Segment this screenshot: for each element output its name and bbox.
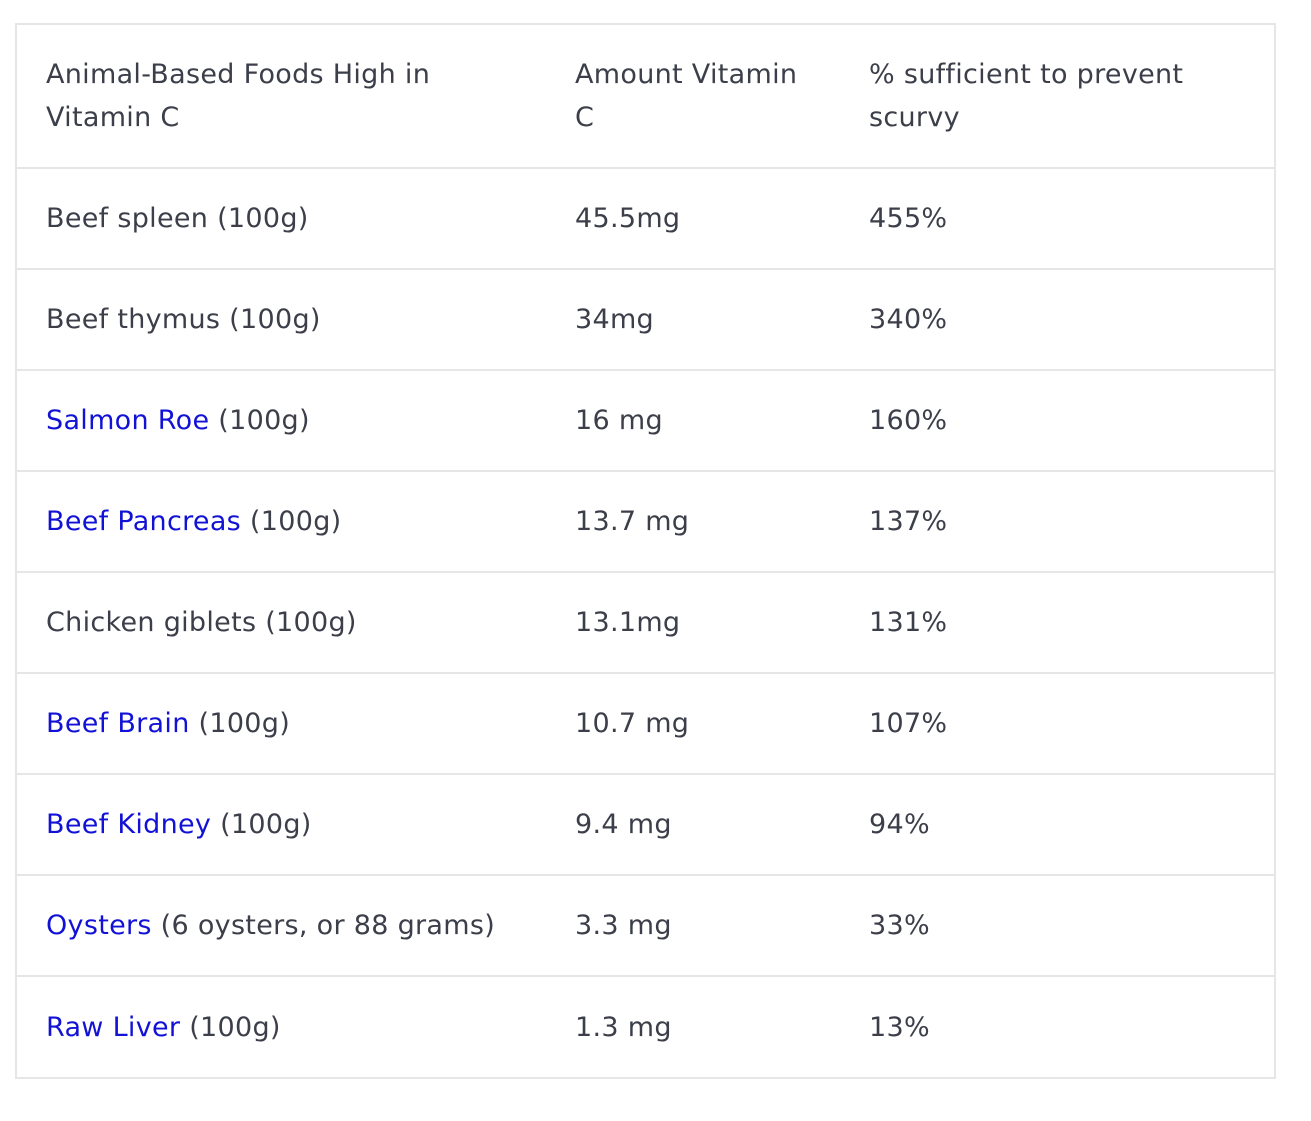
food-name: Chicken giblets — [46, 607, 257, 638]
amount-cell: 34mg — [546, 268, 840, 370]
vitamin-c-table: Animal-Based Foods High in Vitamin C Amo… — [17, 25, 1274, 1077]
amount-cell: 9.4 mg — [546, 773, 840, 875]
table-body: Beef spleen (100g) 45.5mg 455% Beef thym… — [17, 168, 1274, 1077]
percent-cell: 33% — [840, 874, 1274, 976]
food-cell: Salmon Roe (100g) — [17, 369, 546, 471]
food-cell: Beef spleen (100g) — [17, 168, 546, 269]
food-portion: (100g) — [189, 708, 291, 739]
percent-cell: 107% — [840, 672, 1274, 774]
amount-cell: 16 mg — [546, 369, 840, 471]
vitamin-c-table-container: Animal-Based Foods High in Vitamin C Amo… — [15, 23, 1276, 1079]
header-amount: Amount Vitamin C — [546, 25, 840, 169]
amount-cell: 13.7 mg — [546, 470, 840, 572]
table-row: Beef Brain (100g) 10.7 mg 107% — [17, 672, 1274, 774]
food-link[interactable]: Salmon Roe — [46, 405, 210, 436]
percent-cell: 455% — [869, 203, 948, 234]
table-row: Beef Pancreas (100g) 13.7 mg 137% — [17, 470, 1274, 572]
food-cell: Beef Pancreas (100g) — [17, 470, 546, 572]
amount-cell: 3.3 mg — [546, 874, 840, 976]
percent-cell: 94% — [840, 773, 1274, 875]
food-portion: (100g) — [211, 809, 312, 840]
table-row: Beef thymus (100g) 34mg 340% — [17, 268, 1274, 370]
food-portion: (100g) — [241, 506, 342, 537]
food-cell: Beef thymus (100g) — [17, 268, 546, 370]
table-row: Salmon Roe (100g) 16 mg 160% — [17, 369, 1274, 471]
food-portion: (100g) — [256, 607, 357, 638]
food-link[interactable]: Beef Brain — [46, 708, 190, 739]
amount-cell: 1.3 mg — [546, 975, 840, 1077]
percent-cell: 137% — [840, 470, 1274, 572]
table-row: Oysters (6 oysters, or 88 grams) 3.3 mg … — [17, 874, 1274, 976]
food-name: Beef spleen — [46, 203, 209, 234]
header-percent: % sufficient to prevent scurvy — [840, 25, 1274, 169]
food-cell: Chicken giblets (100g) — [17, 571, 546, 673]
table-row: Beef Kidney (100g) 9.4 mg 94% — [17, 773, 1274, 875]
food-portion: (100g) — [180, 1011, 281, 1043]
percent-cell: 131% — [840, 571, 1274, 673]
table-header: Animal-Based Foods High in Vitamin C Amo… — [17, 25, 1274, 169]
header-food: Animal-Based Foods High in Vitamin C — [17, 25, 546, 169]
food-portion: (100g) — [220, 304, 321, 335]
table-row: Chicken giblets (100g) 13.1mg 131% — [17, 571, 1274, 673]
amount-cell: 13.1mg — [546, 571, 840, 673]
percent-cell: 340% — [840, 268, 1274, 370]
food-link[interactable]: Beef Kidney — [46, 809, 212, 840]
food-portion: (100g) — [208, 203, 309, 234]
amount-cell: 10.7 mg — [546, 672, 840, 774]
food-portion: (100g) — [209, 405, 310, 436]
food-name: Beef thymus — [46, 304, 221, 335]
table-row: Raw Liver (100g) 1.3 mg 13% — [17, 975, 1274, 1077]
food-cell: Raw Liver (100g) — [17, 975, 546, 1077]
table-row: Beef spleen (100g) 45.5mg 455% — [17, 168, 1274, 269]
food-cell: Beef Kidney (100g) — [17, 773, 546, 875]
food-link[interactable]: Beef Pancreas — [46, 506, 242, 537]
header-row: Animal-Based Foods High in Vitamin C Amo… — [17, 25, 1274, 169]
food-cell: Oysters (6 oysters, or 88 grams) — [17, 874, 546, 976]
amount-cell: 45.5mg — [575, 203, 681, 234]
food-link[interactable]: Raw Liver — [46, 1011, 181, 1043]
food-portion: (6 oysters, or 88 grams) — [151, 910, 496, 941]
percent-cell: 160% — [840, 369, 1274, 471]
food-cell: Beef Brain (100g) — [17, 672, 546, 774]
percent-cell: 13% — [840, 975, 1274, 1077]
food-link[interactable]: Oysters — [46, 910, 152, 941]
